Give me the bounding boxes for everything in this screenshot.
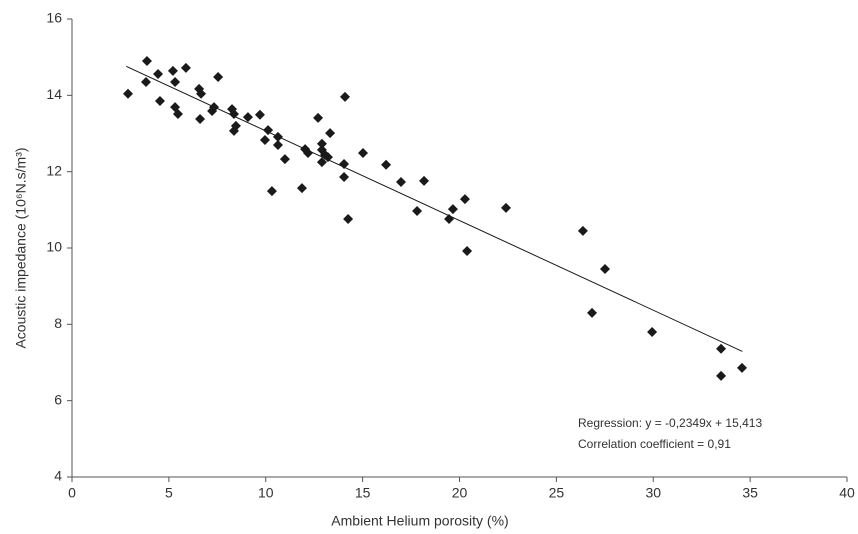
- point: [716, 370, 727, 381]
- point: [172, 109, 183, 120]
- point: [153, 68, 164, 79]
- point: [170, 76, 181, 87]
- y-tick-label: 14: [46, 86, 62, 102]
- point: [228, 109, 239, 120]
- point: [302, 147, 313, 158]
- point: [587, 307, 598, 318]
- point: [272, 139, 283, 150]
- point: [242, 112, 253, 123]
- point: [316, 157, 327, 168]
- point: [213, 72, 224, 83]
- point: [339, 91, 350, 102]
- point: [339, 172, 350, 183]
- point: [228, 125, 239, 136]
- y-tick-label: 4: [54, 468, 62, 484]
- point: [254, 109, 265, 120]
- point: [296, 183, 307, 194]
- point: [339, 159, 350, 170]
- x-tick-label: 25: [549, 485, 565, 501]
- x-tick-label: 20: [452, 485, 468, 501]
- x-tick-label: 15: [355, 485, 371, 501]
- x-tick-label: 0: [68, 485, 76, 501]
- point: [279, 154, 290, 165]
- y-tick-label: 6: [54, 391, 62, 407]
- trendline: [126, 65, 743, 352]
- y-tick-label: 16: [46, 10, 62, 26]
- point: [122, 88, 133, 99]
- annotation: Correlation coefficient = 0,91: [578, 437, 731, 451]
- x-tick-label: 10: [258, 485, 274, 501]
- point: [577, 225, 588, 236]
- point: [180, 62, 191, 73]
- annotation: Regression: y = -0,2349x + 15,413: [578, 416, 762, 430]
- y-tick-label: 8: [54, 315, 62, 331]
- y-axis-label: Acoustic impedance (10⁶N.s/m³): [13, 147, 29, 348]
- x-tick-label: 40: [839, 485, 855, 501]
- y-tick-label: 10: [46, 239, 62, 255]
- point: [167, 65, 178, 76]
- point: [141, 55, 152, 66]
- point: [412, 205, 423, 216]
- point: [266, 186, 277, 197]
- point: [141, 76, 152, 87]
- point: [501, 202, 511, 213]
- point: [322, 152, 333, 163]
- point: [462, 246, 473, 257]
- point: [195, 113, 206, 124]
- point: [716, 343, 727, 354]
- x-tick-label: 35: [742, 485, 758, 501]
- point: [313, 112, 324, 123]
- y-tick-label: 12: [46, 162, 62, 178]
- point: [381, 159, 392, 170]
- x-tick-label: 30: [645, 485, 661, 501]
- point: [459, 194, 470, 205]
- x-tick-label: 5: [165, 485, 173, 501]
- point: [316, 138, 327, 149]
- point: [358, 147, 369, 158]
- point: [325, 128, 336, 139]
- point: [154, 96, 165, 107]
- point: [647, 326, 658, 337]
- x-axis-label: Ambient Helium porosity (%): [331, 513, 508, 529]
- point: [736, 362, 747, 373]
- point: [343, 213, 354, 224]
- point: [395, 176, 406, 187]
- point: [447, 204, 458, 215]
- point: [259, 134, 270, 145]
- point: [600, 263, 611, 274]
- point: [196, 88, 207, 99]
- point: [419, 175, 430, 186]
